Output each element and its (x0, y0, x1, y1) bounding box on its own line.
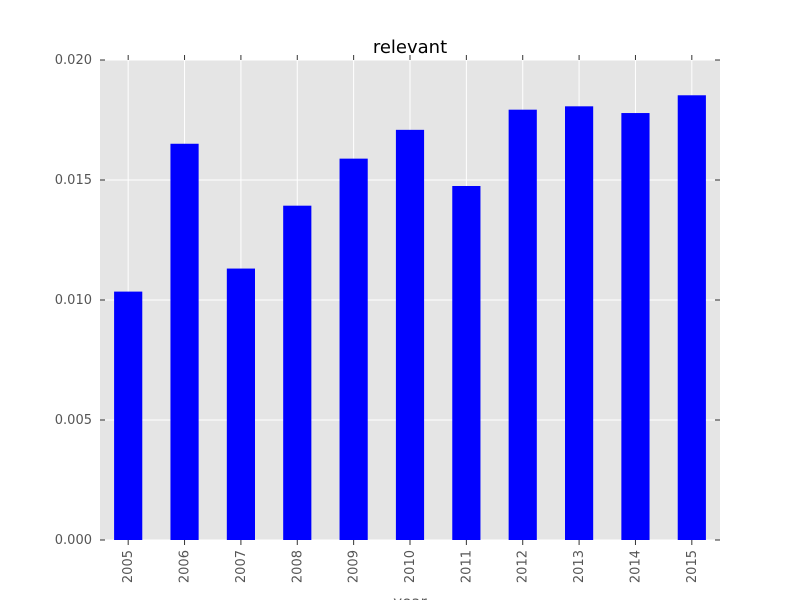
chart-title: relevant (373, 37, 447, 58)
bar-2006 (170, 143, 199, 540)
x-tick-label: 2005 (121, 550, 136, 583)
bar-2008 (283, 205, 312, 540)
axis-ticks (100, 55, 720, 545)
x-tick-label: 2007 (234, 550, 249, 583)
bar-2007 (226, 268, 255, 540)
x-tick-label: 2012 (516, 550, 531, 583)
x-tick-label: 2008 (290, 550, 305, 583)
bar-2013 (565, 106, 594, 540)
x-tick-label: 2014 (628, 550, 643, 583)
x-tick-label: 2010 (403, 550, 418, 583)
bars (114, 95, 706, 541)
y-tick-label: 0.015 (55, 173, 92, 188)
bar-2010 (395, 129, 425, 540)
bar-2015 (677, 95, 706, 540)
y-tick-label: 0.000 (55, 533, 92, 548)
x-tick-label: 2011 (459, 550, 474, 583)
x-tick-label: 2009 (347, 550, 362, 583)
y-tick-label: 0.010 (55, 293, 92, 308)
bar-2005 (114, 291, 143, 540)
x-tick-label: 2013 (572, 550, 587, 583)
bar-2012 (508, 109, 537, 541)
y-tick-label: 0.005 (55, 413, 92, 428)
bar-2014 (621, 113, 650, 540)
bar-2011 (452, 186, 481, 540)
bar-2009 (339, 158, 368, 540)
x-axis-label: year (393, 593, 427, 600)
x-tick-label: 2006 (178, 550, 193, 583)
tick-labels: 0.000 0.005 0.010 0.015 0.020 2005 2006 2007 200… (55, 53, 700, 583)
x-tick-label: 2015 (685, 550, 700, 583)
y-tick-label: 0.020 (55, 53, 92, 68)
